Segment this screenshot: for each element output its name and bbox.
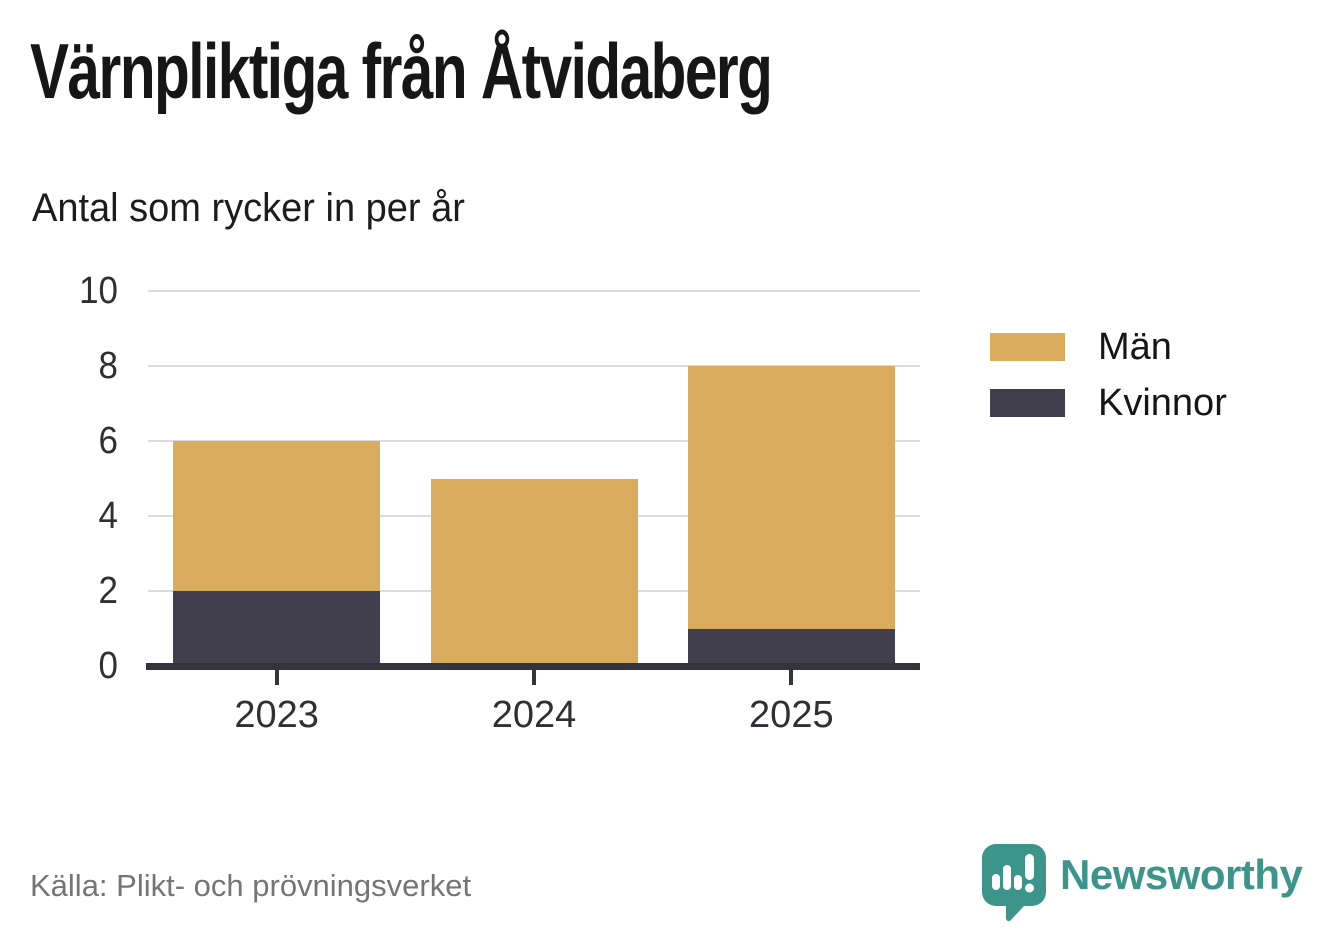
y-axis-tick-label: 8	[98, 345, 118, 387]
x-axis-tick-label: 2024	[491, 694, 577, 736]
grid-line-10	[148, 290, 920, 292]
bar-segment-kvinnor-2023	[173, 591, 381, 666]
newsworthy-logo-text: Newsworthy	[1060, 851, 1303, 898]
y-axis-tick-label: 0	[98, 645, 118, 687]
legend: Män Kvinnor	[990, 319, 1227, 431]
grid-line-6	[148, 440, 920, 442]
bar-segment-man-2025	[687, 366, 895, 629]
legend-label-kvinnor: Kvinnor	[1098, 381, 1227, 424]
legend-swatch-kvinnor	[990, 389, 1065, 417]
legend-item-man: Män	[990, 319, 1227, 375]
legend-item-kvinnor: Kvinnor	[990, 375, 1227, 431]
newsworthy-logo: Newsworthy	[982, 844, 1303, 922]
y-axis-tick-label: 10	[79, 270, 118, 312]
newsworthy-logo-icon	[982, 844, 1046, 922]
x-axis-line	[146, 663, 920, 670]
x-axis-tick-2025	[789, 670, 794, 685]
x-axis-tick-label: 2023	[234, 694, 319, 736]
x-axis-tick-2023	[274, 670, 279, 685]
chart-title: Värnpliktiga från Åtvidaberg	[30, 27, 773, 115]
source-note: Källa: Plikt- och prövningsverket	[30, 868, 472, 903]
y-axis-tick-label: 6	[98, 420, 118, 462]
bar-segment-man-2024	[430, 478, 638, 666]
x-axis-tick-label: 2025	[749, 694, 834, 736]
chart-subtitle: Antal som rycker in per år	[32, 186, 465, 230]
x-axis-tick-2024	[532, 670, 536, 685]
grid-line-8	[148, 365, 920, 367]
y-axis-tick-label: 4	[98, 495, 118, 537]
bar-segment-kvinnor-2025	[687, 628, 895, 666]
y-axis-tick-label: 2	[98, 570, 118, 612]
bar-segment-man-2023	[173, 441, 381, 591]
legend-label-man: Män	[1098, 325, 1172, 368]
legend-swatch-man	[990, 333, 1065, 361]
